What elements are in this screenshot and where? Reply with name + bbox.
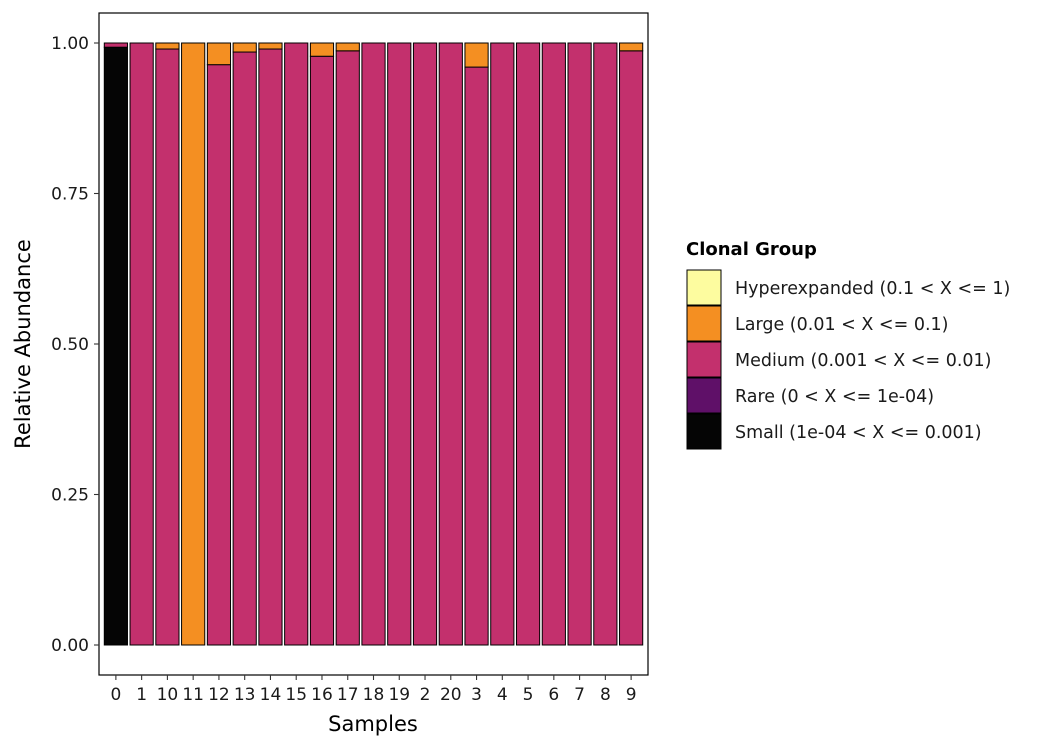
x-tick-label: 16 bbox=[311, 685, 333, 705]
y-tick-label: 0.25 bbox=[51, 486, 89, 506]
bar-segment-sample-19-series-2 bbox=[387, 42, 412, 646]
bar-segment-sample-16-series-2 bbox=[309, 55, 335, 646]
legend-key bbox=[686, 269, 722, 306]
y-axis-title: Relative Abundance bbox=[11, 239, 35, 449]
legend-key bbox=[686, 413, 722, 450]
x-tick-label: 17 bbox=[337, 685, 359, 705]
x-tick-label: 2 bbox=[420, 685, 431, 705]
x-tick-label: 0 bbox=[110, 685, 121, 705]
legend-key bbox=[686, 305, 722, 342]
bar-segment-sample-6-series-2 bbox=[541, 42, 566, 646]
y-tick-label: 0.50 bbox=[51, 335, 89, 355]
x-tick-label: 19 bbox=[388, 685, 410, 705]
y-tick-label: 1.00 bbox=[51, 34, 89, 54]
x-axis: 0 1 10 11 12 13 14 15 16 17 18 19 2 20 3 4 5 6 7 8 9 bbox=[110, 675, 637, 705]
bar-segment-sample-10-series-2 bbox=[155, 48, 180, 646]
bar-segment-sample-10-series-3 bbox=[155, 42, 180, 50]
x-tick-label: 13 bbox=[234, 685, 256, 705]
x-tick-label: 10 bbox=[157, 685, 179, 705]
bar-segment-sample-12-series-3 bbox=[206, 42, 232, 66]
bar-segment-sample-8-series-2 bbox=[593, 42, 618, 646]
x-axis-title: Samples bbox=[328, 712, 418, 736]
legend-label: Medium (0.001 < X <= 0.01) bbox=[735, 351, 991, 371]
bar-segment-sample-18-series-2 bbox=[361, 42, 386, 646]
legend: Clonal Group Hyperexpanded (0.1 < X <= 1… bbox=[686, 239, 1010, 450]
bar-segment-sample-2-series-2 bbox=[412, 42, 438, 646]
x-tick-label: 4 bbox=[497, 685, 508, 705]
bar-segment-sample-9-series-3 bbox=[619, 42, 644, 52]
bar-segment-sample-14-series-2 bbox=[258, 48, 283, 646]
legend-key bbox=[686, 341, 722, 378]
bar-segment-sample-0-series-2 bbox=[103, 42, 128, 48]
x-tick-label: 8 bbox=[600, 685, 611, 705]
bar-segment-sample-12-series-2 bbox=[206, 64, 232, 646]
bar-segment-sample-5-series-2 bbox=[515, 42, 541, 646]
bar-segment-sample-0-series-0 bbox=[103, 46, 128, 646]
x-tick-label: 3 bbox=[471, 685, 482, 705]
legend-label: Small (1e-04 < X <= 0.001) bbox=[735, 423, 982, 443]
x-tick-label: 5 bbox=[523, 685, 534, 705]
x-tick-label: 20 bbox=[440, 685, 462, 705]
x-tick-label: 7 bbox=[574, 685, 585, 705]
x-tick-label: 12 bbox=[208, 685, 230, 705]
y-axis: 0.00 0.25 0.50 0.75 1.00 bbox=[51, 34, 99, 656]
y-tick-label: 0.00 bbox=[51, 636, 89, 656]
legend-label: Rare (0 < X <= 1e-04) bbox=[735, 387, 934, 407]
bar-segment-sample-4-series-2 bbox=[490, 42, 515, 646]
bar-segment-sample-9-series-2 bbox=[619, 50, 644, 646]
x-tick-label: 14 bbox=[260, 685, 282, 705]
bar-segment-sample-1-series-2 bbox=[129, 42, 154, 646]
bar-segment-sample-20-series-2 bbox=[438, 42, 463, 646]
x-tick-label: 1 bbox=[136, 685, 147, 705]
x-tick-label: 15 bbox=[285, 685, 307, 705]
bar-segment-sample-3-series-2 bbox=[464, 66, 489, 646]
legend-title: Clonal Group bbox=[686, 239, 817, 260]
x-tick-label: 9 bbox=[626, 685, 637, 705]
bar-segment-sample-7-series-2 bbox=[567, 42, 592, 646]
bar-segment-sample-13-series-2 bbox=[232, 51, 257, 646]
bar-segment-sample-14-series-3 bbox=[258, 42, 283, 50]
legend-label: Hyperexpanded (0.1 < X <= 1) bbox=[735, 279, 1010, 299]
bar-segment-sample-15-series-2 bbox=[284, 42, 309, 646]
x-tick-label: 6 bbox=[548, 685, 559, 705]
legend-entries: Hyperexpanded (0.1 < X <= 1) Large (0.01 … bbox=[686, 269, 1010, 450]
legend-key bbox=[686, 377, 722, 414]
bar-segment-sample-17-series-3 bbox=[335, 42, 360, 52]
bar-segment-sample-13-series-3 bbox=[232, 42, 257, 53]
x-tick-label: 18 bbox=[363, 685, 385, 705]
y-tick-label: 0.75 bbox=[51, 185, 89, 205]
x-tick-label: 11 bbox=[182, 685, 204, 705]
bar-segment-sample-16-series-3 bbox=[309, 42, 335, 57]
bar-segment-sample-11-series-3 bbox=[181, 42, 206, 646]
legend-label: Large (0.01 < X <= 0.1) bbox=[735, 315, 948, 335]
bars-layer bbox=[103, 42, 644, 646]
bar-segment-sample-17-series-2 bbox=[335, 50, 360, 646]
bar-segment-sample-3-series-3 bbox=[464, 42, 489, 68]
